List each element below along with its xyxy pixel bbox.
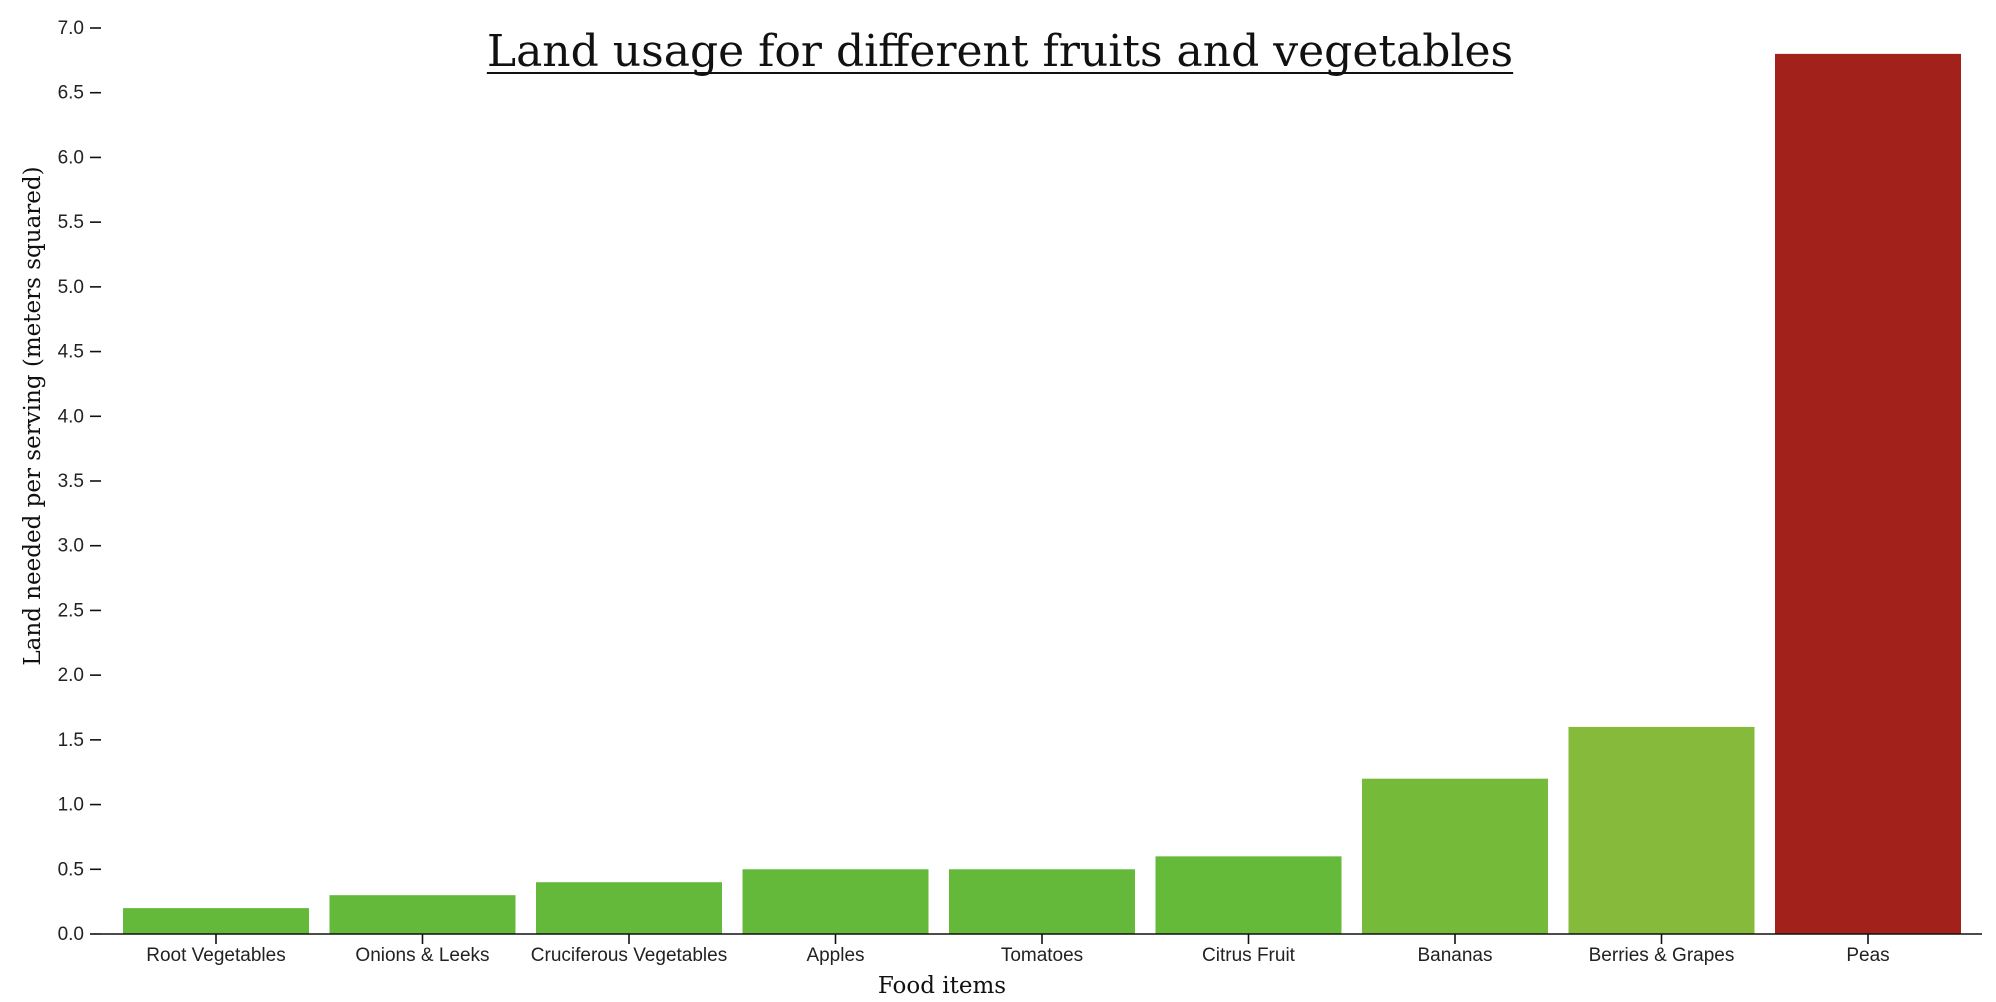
x-tick-label: Onions & Leeks <box>355 945 489 966</box>
x-tick-label: Peas <box>1846 945 1889 966</box>
y-axis-title: Land needed per serving (meters squared) <box>20 166 46 665</box>
bar <box>1362 778 1548 934</box>
y-tick-label: 2.0 <box>58 665 84 686</box>
bar <box>329 895 516 934</box>
chart-title: Land usage for different fruits and vege… <box>487 26 1513 77</box>
x-tick-label: Citrus Fruit <box>1202 945 1296 966</box>
bars <box>123 53 1961 934</box>
y-tick-label: 6.0 <box>58 147 84 168</box>
bar <box>949 869 1135 934</box>
y-tick-label: 1.0 <box>58 795 84 816</box>
x-tick-label: Root Vegetables <box>146 945 285 966</box>
y-axis: 0.0 0.5 1.0 1.5 2.0 2.5 3.0 3.5 4.0 4.5 5.0 5.5 6.0 6… <box>58 18 101 945</box>
bar <box>123 908 309 934</box>
bar <box>1775 53 1961 934</box>
bar <box>536 882 722 934</box>
y-tick-label: 7.0 <box>58 18 84 39</box>
y-tick-label: 4.0 <box>58 406 84 427</box>
x-tick-label: Cruciferous Vegetables <box>531 945 727 966</box>
x-tick-label: Bananas <box>1417 945 1492 966</box>
x-tick-label: Apples <box>806 945 864 966</box>
y-tick-label: 4.5 <box>58 342 84 363</box>
x-tick-label: Berries & Grapes <box>1589 945 1735 966</box>
y-tick-label: 0.0 <box>58 924 84 945</box>
y-tick-label: 1.5 <box>58 730 84 751</box>
y-tick-label: 3.0 <box>58 536 84 557</box>
y-tick-label: 3.5 <box>58 471 84 492</box>
x-tick-label: Tomatoes <box>1001 945 1083 966</box>
y-tick-label: 5.5 <box>58 212 84 233</box>
bar <box>1568 726 1755 934</box>
x-axis: Root Vegetables Onions & Leeks Cruciferous… <box>101 933 1982 966</box>
bar <box>742 869 929 934</box>
y-tick-label: 6.5 <box>58 83 84 104</box>
y-tick-label: 2.5 <box>58 600 84 621</box>
y-tick-label: 0.5 <box>58 859 84 880</box>
y-tick-label: 5.0 <box>58 277 84 298</box>
x-axis-title: Food items <box>878 973 1006 999</box>
bar <box>1155 856 1342 934</box>
